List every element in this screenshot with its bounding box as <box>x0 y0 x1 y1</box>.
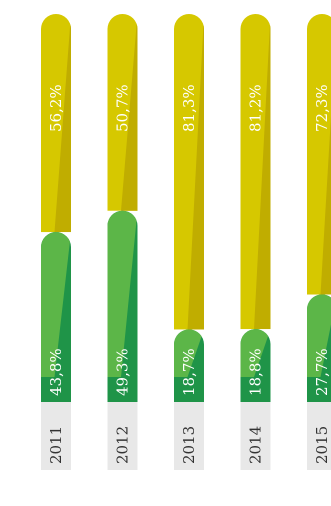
data-label-lower: 49,3% <box>114 348 132 396</box>
data-label-upper: 72,3% <box>313 84 331 132</box>
bar-segment-upper-shade <box>187 14 204 330</box>
bar-segment-upper-shade <box>121 14 138 211</box>
bar-group <box>240 14 271 402</box>
bar-group <box>107 14 138 402</box>
category-label-box <box>107 402 138 470</box>
bar-segment-upper-shade <box>254 14 271 330</box>
data-label-upper: 81,3% <box>180 84 198 132</box>
bar-segment-lower-highlight <box>107 210 138 377</box>
bar-segment-lower-highlight <box>240 329 271 377</box>
category-label-box <box>41 402 71 470</box>
bar-segment-upper-shade <box>54 14 71 233</box>
bar-segment-lower-highlight <box>174 329 204 377</box>
data-label-upper: 50,7% <box>114 84 132 132</box>
bar-segment-lower-highlight <box>41 232 71 377</box>
bar-group <box>307 14 331 402</box>
category-label: 2015 <box>313 426 331 464</box>
category-label-box <box>174 402 204 470</box>
bar-segment-upper-shade <box>320 14 331 295</box>
bars-layer <box>41 14 331 470</box>
data-label-lower: 27,7% <box>313 348 331 396</box>
category-label: 2012 <box>114 426 132 464</box>
bar-segment-lower-highlight <box>307 294 331 377</box>
bar-group <box>41 14 71 402</box>
data-label-upper: 81,2% <box>247 84 265 132</box>
data-label-upper: 56,2% <box>47 84 65 132</box>
category-label-box <box>307 402 331 470</box>
category-label: 2013 <box>180 426 198 464</box>
category-label-box <box>240 402 271 470</box>
data-label-lower: 43,8% <box>47 348 65 396</box>
labels-layer: 2011 43,8% 56,2% 2012 49,3% 50,7% 2013 18,7% 81,… <box>47 84 331 464</box>
category-label: 2011 <box>47 426 65 464</box>
data-label-lower: 18,8% <box>247 348 265 396</box>
bar-group <box>174 14 204 402</box>
data-label-lower: 18,7% <box>180 348 198 396</box>
category-label: 2014 <box>247 426 265 464</box>
